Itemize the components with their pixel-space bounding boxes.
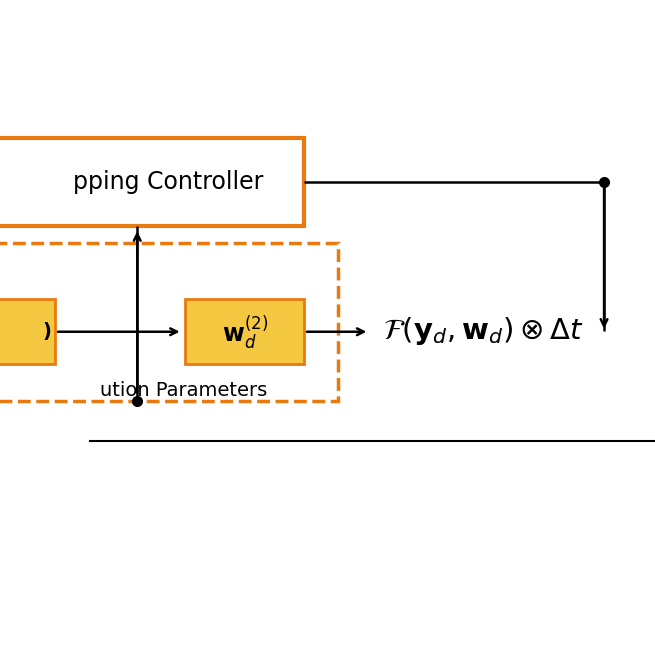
Text: $\mathbf{w}_d^{(2)}$: $\mathbf{w}_d^{(2)}$	[221, 313, 268, 350]
FancyBboxPatch shape	[0, 138, 304, 225]
FancyBboxPatch shape	[0, 299, 55, 364]
Text: ution Parameters: ution Parameters	[100, 381, 268, 400]
Text: $\mathcal{F}(\mathbf{y}_d, \mathbf{w}_d) \otimes \Delta t$: $\mathcal{F}(\mathbf{y}_d, \mathbf{w}_d)…	[383, 316, 584, 347]
Text: ): )	[43, 322, 51, 341]
FancyBboxPatch shape	[185, 299, 304, 364]
Text: pping Controller: pping Controller	[73, 170, 263, 194]
